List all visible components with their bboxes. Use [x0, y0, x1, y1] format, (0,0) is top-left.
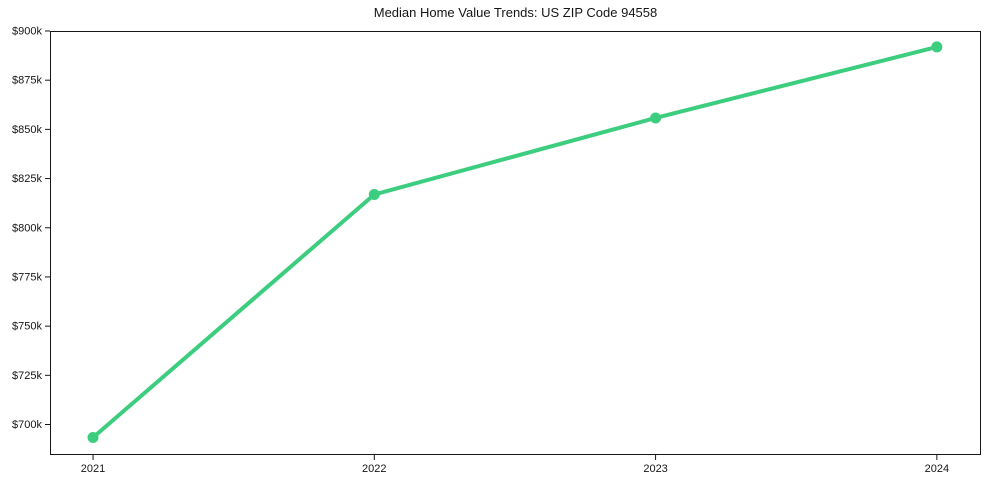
data-point — [931, 41, 943, 53]
x-tick-label: 2021 — [81, 463, 105, 475]
x-tick-label: 2024 — [925, 463, 949, 475]
chart-title: Median Home Value Trends: US ZIP Code 94… — [373, 5, 658, 20]
plot-border — [50, 31, 981, 455]
y-tick-label: $825k — [12, 173, 42, 185]
y-tick-label: $800k — [12, 222, 42, 234]
y-tick-label: $725k — [12, 370, 42, 382]
data-point — [368, 189, 380, 201]
y-tick-label: $750k — [12, 321, 42, 333]
trend-line — [91, 44, 939, 440]
data-point — [650, 112, 662, 124]
y-tick-label: $775k — [12, 271, 42, 283]
y-tick-label: $850k — [12, 124, 42, 136]
x-tick-label: 2022 — [362, 463, 386, 475]
y-tick-label: $700k — [12, 419, 42, 431]
x-tick-label: 2023 — [643, 463, 667, 475]
y-tick-label: $875k — [12, 75, 42, 87]
data-point — [87, 431, 99, 443]
y-tick-label: $900k — [12, 26, 42, 38]
